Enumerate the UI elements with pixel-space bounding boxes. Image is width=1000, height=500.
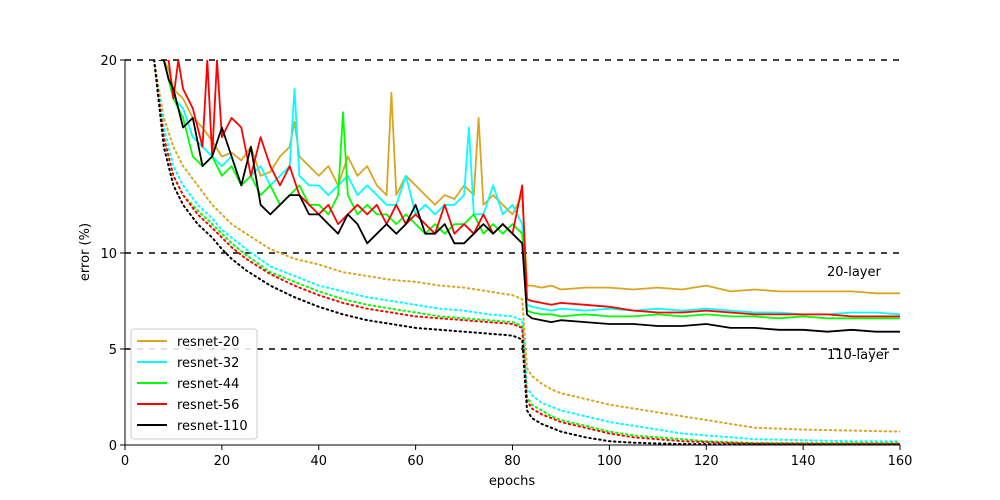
- legend-label: resnet-20: [177, 335, 239, 350]
- axes: 0 20 40 60 80 100 120 140 160 0 5 10 20: [100, 54, 912, 469]
- x-tick-label: 160: [888, 454, 913, 469]
- series-resnet-56-train-line: [153, 60, 900, 445]
- y-tick-label: 20: [100, 54, 117, 69]
- series-resnet-20-test-line: [158, 60, 900, 295]
- x-axis-title: epochs: [489, 474, 536, 489]
- x-tick-label: 60: [407, 454, 424, 469]
- legend-label: resnet-56: [177, 398, 239, 413]
- plot-area: [153, 60, 900, 445]
- legend-entry-resnet-56: resnet-56: [137, 398, 239, 413]
- x-tick-label: 140: [791, 454, 816, 469]
- y-tick-label: 10: [100, 247, 117, 262]
- reference-lines: [125, 59, 900, 350]
- series-resnet-32-train-line: [153, 60, 900, 443]
- x-tick-label: 120: [694, 454, 719, 469]
- legend-label: resnet-32: [177, 356, 239, 371]
- series-resnet-110-test-line: [158, 60, 900, 333]
- legend: resnet-20 resnet-32 resnet-44 resnet-56 …: [130, 328, 258, 440]
- x-tick-label: 40: [310, 454, 327, 469]
- y-axis-title: error (%): [78, 223, 93, 281]
- y-tick-label: 5: [109, 343, 117, 358]
- legend-label: resnet-110: [177, 419, 248, 434]
- legend-label: resnet-44: [177, 377, 239, 392]
- legend-entry-resnet-44: resnet-44: [137, 377, 239, 392]
- legend-box: [130, 328, 258, 440]
- x-tick-label: 80: [504, 454, 521, 469]
- legend-entry-resnet-110: resnet-110: [137, 419, 248, 434]
- series-resnet-56-test-line: [158, 60, 900, 318]
- annotation-20-layer: 20-layer: [827, 265, 882, 280]
- y-tick-label: 0: [109, 439, 117, 454]
- series-resnet-20-train-line: [153, 60, 900, 433]
- x-tick-label: 20: [214, 454, 231, 469]
- legend-entry-resnet-32: resnet-32: [137, 356, 239, 371]
- annotation-110-layer: 110-layer: [827, 348, 890, 363]
- series-resnet-44-train-line: [153, 60, 900, 445]
- x-tick-label: 0: [121, 454, 129, 469]
- x-tick-label: 100: [597, 454, 622, 469]
- legend-entry-resnet-20: resnet-20: [137, 335, 239, 350]
